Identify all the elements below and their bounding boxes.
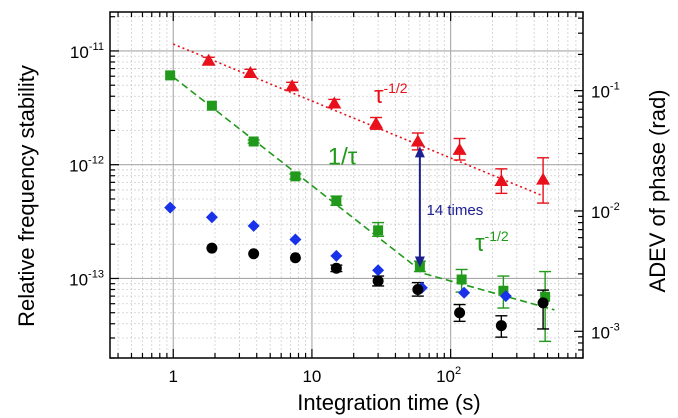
circle-marker <box>412 284 424 296</box>
triangle-marker <box>410 134 425 147</box>
diamond-marker <box>330 249 343 262</box>
annotation-label: τ-1/2 <box>475 228 509 257</box>
axis-ticks <box>110 12 584 359</box>
circle-marker <box>454 307 466 319</box>
circle-marker <box>372 275 384 287</box>
circle-marker <box>248 248 260 260</box>
triangle-marker <box>494 173 509 186</box>
y-tick-label: 10-11 <box>70 41 104 62</box>
triangle-marker <box>452 142 467 155</box>
square-marker <box>165 70 176 81</box>
triangle-marker <box>536 172 551 185</box>
diamond-marker <box>458 286 471 299</box>
plot-frame <box>109 11 584 359</box>
x-tick-label: 1 <box>169 367 178 386</box>
y2-tick-label: 10-1 <box>591 81 620 102</box>
circle-marker <box>495 320 507 332</box>
y2-axis-title: ADEV of phase (rad) <box>645 90 670 293</box>
triangle-marker <box>201 53 216 66</box>
square-marker <box>540 291 551 302</box>
arrow-head-up <box>414 146 425 158</box>
square-marker <box>331 195 342 206</box>
data-markers <box>164 53 551 332</box>
y2-tick-label: 10-3 <box>591 321 620 342</box>
fit-line <box>172 43 542 196</box>
fit-line <box>424 273 555 311</box>
annotation-label: 1/τ <box>328 144 358 171</box>
square-marker <box>248 136 259 147</box>
annotation-label: 14 times <box>427 202 484 219</box>
triangle-marker <box>285 79 300 92</box>
x-axis-title: Integration time (s) <box>297 390 480 415</box>
tick-labels: 1 10 102 10-13 10-12 10-11 10-3 10-2 10-1 <box>69 41 620 386</box>
square-marker <box>206 100 217 111</box>
x-tick-label: 10 <box>302 367 321 386</box>
comparison-arrow <box>414 146 425 268</box>
circle-marker <box>330 262 342 274</box>
y2-tick-label: 10-2 <box>591 201 620 222</box>
triangle-marker <box>327 96 342 109</box>
diamond-marker <box>289 233 302 246</box>
triangle-marker <box>243 66 258 79</box>
diamond-marker <box>499 290 512 303</box>
square-marker <box>456 274 467 285</box>
triangle-marker <box>369 116 384 129</box>
y-tick-label: 10-12 <box>69 155 104 176</box>
circle-marker <box>206 242 218 254</box>
diamond-marker <box>164 201 177 214</box>
annotations: τ-1/2 1/τ τ-1/2 14 times <box>328 80 509 257</box>
square-marker <box>373 225 384 236</box>
square-marker <box>290 171 301 182</box>
y-axis-title: Relative frequency stability <box>14 65 39 327</box>
x-tick-label: 102 <box>436 365 461 386</box>
circle-marker <box>289 252 301 264</box>
y-tick-label: 10-13 <box>69 268 104 289</box>
circle-marker <box>537 297 549 309</box>
arrow-head-down <box>414 256 425 268</box>
diamond-marker <box>205 211 218 224</box>
diamond-marker <box>372 264 385 277</box>
square-marker <box>498 285 509 296</box>
grid-lines <box>110 12 584 359</box>
annotation-label: τ-1/2 <box>374 80 408 109</box>
diamond-marker <box>247 219 260 232</box>
